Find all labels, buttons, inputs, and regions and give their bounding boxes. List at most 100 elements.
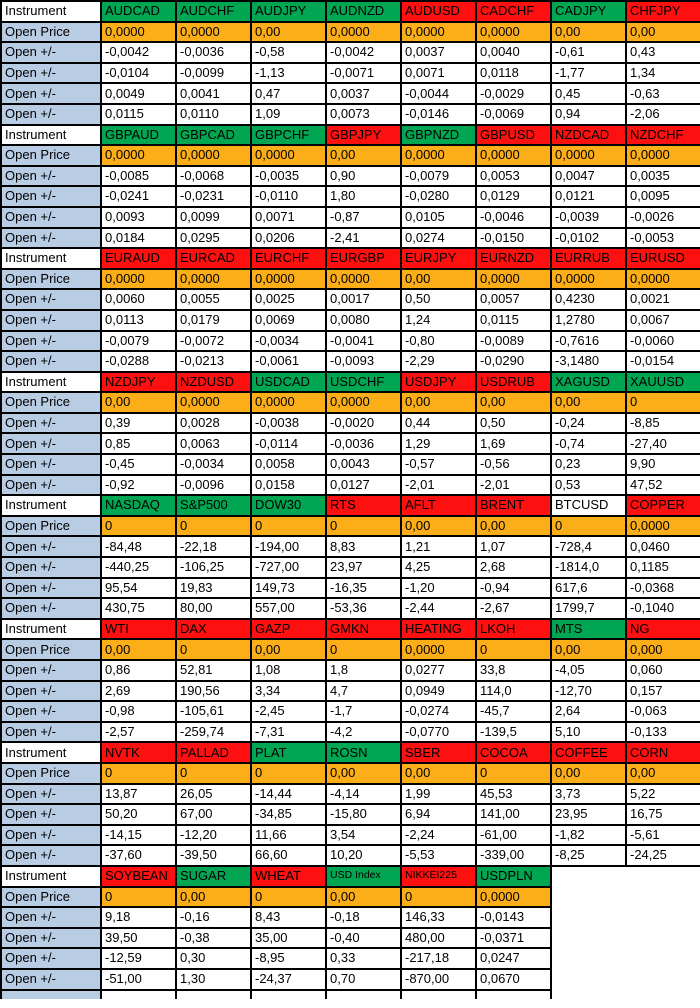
row-label-open-delta[interactable]: Open +/-	[0, 823, 102, 847]
open-price-cell[interactable]: 0,0000	[175, 20, 252, 44]
row-label-open-delta[interactable]: Open +/-	[0, 41, 102, 64]
open-price-cell[interactable]: 0	[400, 885, 477, 909]
instrument-header-cell[interactable]: USDPLN	[475, 864, 552, 888]
delta-value-cell[interactable]: -0,61	[550, 41, 627, 64]
instrument-header-cell[interactable]: NZDCAD	[550, 123, 627, 147]
delta-value-cell[interactable]: -0,74	[550, 432, 627, 456]
delta-value-cell[interactable]: 0,0118	[475, 61, 552, 85]
delta-value-cell[interactable]: -0,0026	[625, 205, 700, 229]
delta-value-cell[interactable]: -870,00	[400, 967, 477, 991]
delta-value-cell[interactable]: 480,00	[400, 926, 477, 950]
open-price-cell[interactable]: 0,00	[550, 391, 627, 414]
delta-value-cell[interactable]: 1,34	[625, 61, 700, 85]
row-label-open-delta[interactable]: Open +/-	[0, 226, 102, 250]
delta-value-cell[interactable]: 3,54	[325, 823, 402, 847]
row-label-open-delta[interactable]: Open +/-	[0, 679, 102, 703]
delta-value-cell[interactable]: -0,24	[550, 411, 627, 435]
delta-value-cell[interactable]: 1,08	[250, 659, 327, 682]
instrument-header-cell[interactable]: USDJPY	[400, 370, 477, 394]
instrument-header-cell[interactable]: GBPCAD	[175, 123, 252, 147]
delta-value-cell[interactable]: -0,0213	[175, 350, 252, 373]
instrument-header-cell[interactable]: EURNZD	[475, 247, 552, 270]
instrument-header-cell[interactable]: EURCAD	[175, 247, 252, 270]
instrument-header-cell[interactable]: WTI	[100, 617, 177, 641]
row-label-instrument[interactable]: Instrument	[0, 864, 102, 888]
delta-value-cell[interactable]: 0,0115	[475, 308, 552, 332]
delta-value-cell[interactable]: 190,56	[175, 679, 252, 703]
open-price-cell[interactable]: 0,0000	[550, 267, 627, 291]
delta-value-cell[interactable]: -0,0068	[175, 164, 252, 188]
row-label-open-delta[interactable]: Open +/-	[0, 947, 102, 970]
instrument-header-cell[interactable]: XAGUSD	[550, 370, 627, 394]
delta-value-cell[interactable]: -728,4	[550, 535, 627, 559]
instrument-header-cell[interactable]: CADJPY	[550, 0, 627, 23]
partial-value-cell[interactable]	[100, 988, 177, 999]
open-price-cell[interactable]: 0	[175, 514, 252, 538]
delta-value-cell[interactable]: 10,20	[325, 844, 402, 867]
instrument-header-cell[interactable]: EURRUB	[550, 247, 627, 270]
delta-value-cell[interactable]: 0,0063	[175, 432, 252, 456]
instrument-header-cell[interactable]: NZDJPY	[100, 370, 177, 394]
open-price-cell[interactable]: 0,00	[400, 761, 477, 785]
delta-value-cell[interactable]: 0,0179	[175, 308, 252, 332]
delta-value-cell[interactable]: -7,31	[250, 720, 327, 744]
open-price-cell[interactable]: 0	[475, 638, 552, 661]
instrument-header-cell[interactable]: BTCUSD	[550, 494, 627, 517]
delta-value-cell[interactable]: 1,29	[400, 432, 477, 456]
open-price-cell[interactable]: 0,0000	[625, 144, 700, 167]
open-price-cell[interactable]: 0,00	[100, 638, 177, 661]
instrument-header-cell[interactable]: GBPNZD	[400, 123, 477, 147]
delta-value-cell[interactable]: 0,1185	[625, 556, 700, 579]
delta-value-cell[interactable]: 9,90	[625, 453, 700, 476]
delta-value-cell[interactable]: 0,47	[250, 82, 327, 105]
delta-value-cell[interactable]: 11,66	[250, 823, 327, 847]
delta-value-cell[interactable]: 0,0035	[625, 164, 700, 188]
delta-value-cell[interactable]: -8,85	[625, 411, 700, 435]
delta-value-cell[interactable]: 1,69	[475, 432, 552, 456]
instrument-header-cell[interactable]: GBPCHF	[250, 123, 327, 147]
delta-value-cell[interactable]: -0,0034	[175, 453, 252, 476]
delta-value-cell[interactable]: 617,6	[550, 576, 627, 600]
open-price-cell[interactable]: 0,0000	[400, 638, 477, 661]
instrument-header-cell[interactable]: GBPAUD	[100, 123, 177, 147]
delta-value-cell[interactable]: 2,64	[550, 700, 627, 723]
instrument-header-cell[interactable]: WHEAT	[250, 864, 327, 888]
delta-value-cell[interactable]: 0,060	[625, 659, 700, 682]
open-price-cell[interactable]: 0,00	[400, 514, 477, 538]
delta-value-cell[interactable]: -0,0053	[625, 226, 700, 250]
delta-value-cell[interactable]: -0,94	[475, 576, 552, 600]
instrument-header-cell[interactable]: GMKN	[325, 617, 402, 641]
delta-value-cell[interactable]: 0,0037	[400, 41, 477, 64]
open-price-cell[interactable]: 0,0000	[400, 20, 477, 44]
instrument-header-cell[interactable]: AUDJPY	[250, 0, 327, 23]
delta-value-cell[interactable]: 0,0295	[175, 226, 252, 250]
row-label-open-delta[interactable]: Open +/-	[0, 659, 102, 682]
delta-value-cell[interactable]: 26,05	[175, 782, 252, 806]
delta-value-cell[interactable]: -0,0029	[475, 82, 552, 105]
open-price-cell[interactable]: 0,0000	[250, 267, 327, 291]
delta-value-cell[interactable]: -51,00	[100, 967, 177, 991]
open-price-cell[interactable]: 0	[100, 514, 177, 538]
delta-value-cell[interactable]: -0,0085	[100, 164, 177, 188]
open-price-cell[interactable]: 0,0000	[250, 144, 327, 167]
delta-value-cell[interactable]: 0,0055	[175, 288, 252, 311]
delta-value-cell[interactable]: -2,01	[475, 473, 552, 497]
delta-value-cell[interactable]: 0,0025	[250, 288, 327, 311]
row-label-open-delta[interactable]: Open +/-	[0, 164, 102, 188]
delta-value-cell[interactable]: 0,50	[400, 288, 477, 311]
delta-value-cell[interactable]: -0,0288	[100, 350, 177, 373]
delta-value-cell[interactable]: 0,0105	[400, 205, 477, 229]
row-label-open-price[interactable]: Open Price	[0, 391, 102, 414]
delta-value-cell[interactable]: 1,07	[475, 535, 552, 559]
delta-value-cell[interactable]: -4,05	[550, 659, 627, 682]
delta-value-cell[interactable]: -61,00	[475, 823, 552, 847]
delta-value-cell[interactable]: -12,59	[100, 947, 177, 970]
delta-value-cell[interactable]: -0,1040	[625, 597, 700, 620]
delta-value-cell[interactable]: -0,0110	[250, 185, 327, 208]
row-label-open-delta[interactable]: Open +/-	[0, 61, 102, 85]
delta-value-cell[interactable]: 0,33	[325, 947, 402, 970]
open-price-cell[interactable]: 0,0000	[625, 267, 700, 291]
row-label-open-delta[interactable]: Open +/-	[0, 205, 102, 229]
open-price-cell[interactable]: 0,00	[325, 144, 402, 167]
instrument-header-cell[interactable]: COPPER	[625, 494, 700, 517]
